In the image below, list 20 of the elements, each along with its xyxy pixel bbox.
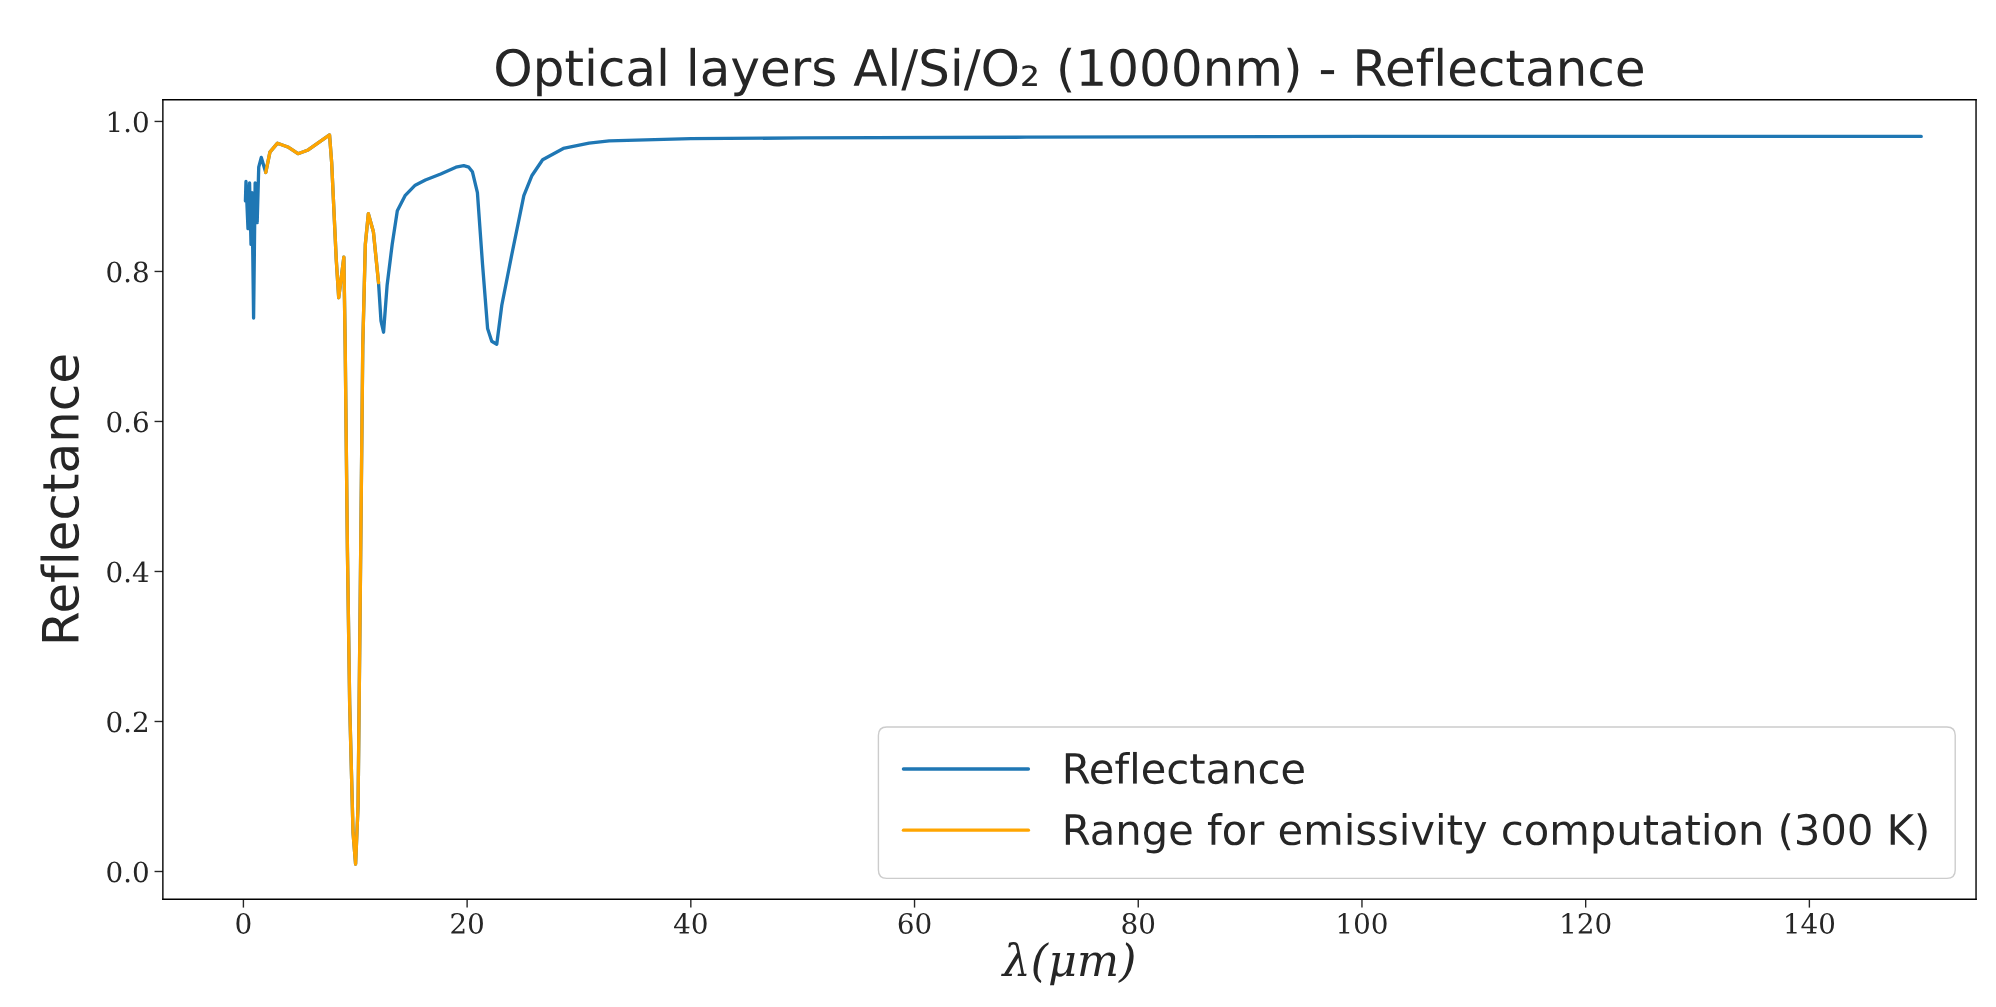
y-tick-label: 0.4: [107, 561, 149, 583]
y-tick-label: 0.0: [107, 861, 148, 883]
x-tick-label: 40: [674, 912, 707, 934]
chart-title: Optical layers Al/Si/O₂ (1000nm) - Reflectance: [496, 47, 1643, 97]
x-tick-label: 120: [1562, 912, 1611, 934]
x-tick-label: 20: [451, 912, 483, 934]
x-tick-label: 80: [1122, 912, 1155, 934]
x-tick-label: 60: [898, 912, 931, 934]
legend-label: Range for emissivity computation (300 K): [1065, 813, 1927, 854]
legend-label: Reflectance: [1065, 751, 1304, 785]
y-axis-title: Reflectance: [40, 355, 80, 642]
x-tick-label: 0: [236, 912, 251, 934]
x-tick-label: 140: [1786, 912, 1835, 934]
y-tick-label: 0.8: [107, 261, 148, 283]
line-series: [264, 133, 381, 866]
x-axis-title: λ(μm): [1001, 942, 1134, 986]
x-tick-label: 100: [1338, 912, 1387, 934]
y-tick-label: 1.0: [108, 111, 148, 133]
y-tick-label: 0.6: [107, 411, 148, 433]
y-tick-label: 0.2: [107, 711, 147, 733]
